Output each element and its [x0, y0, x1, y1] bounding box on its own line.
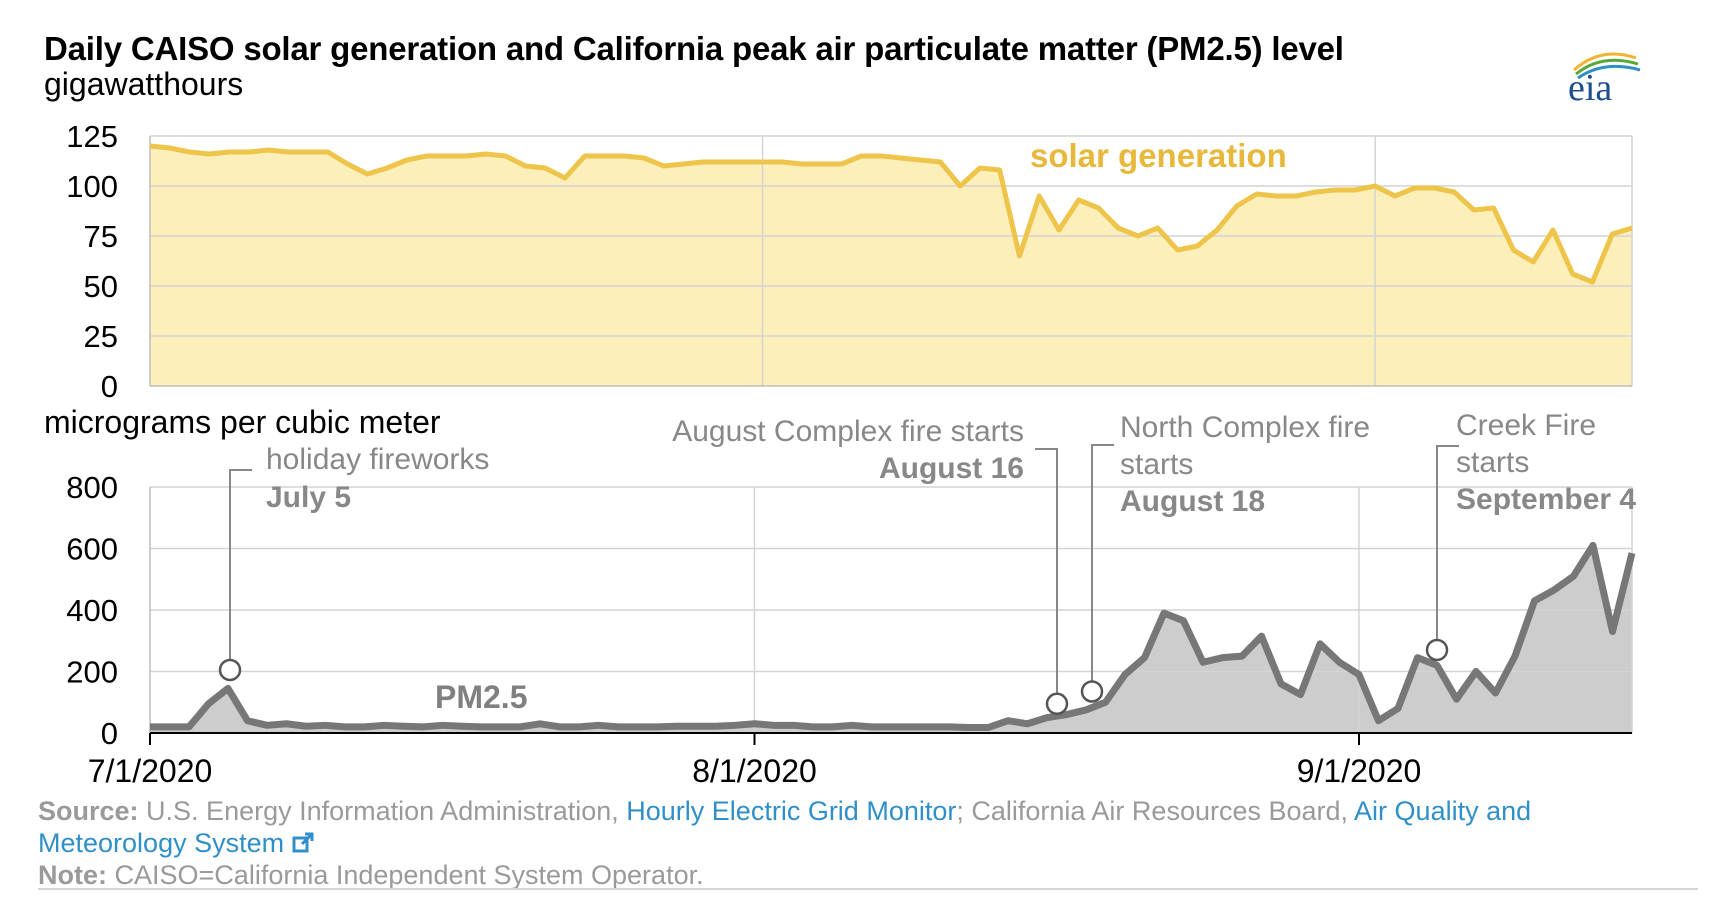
annotation-north-complex-label-0: North Complex fire: [1120, 411, 1370, 444]
note-text: CAISO=California Independent System Oper…: [114, 860, 704, 890]
source-line-2: Meteorology System: [38, 828, 314, 859]
pm25-y-tick-0: 0: [101, 716, 118, 751]
x-tick-label-1: 8/1/2020: [692, 753, 817, 789]
solar-y-tick-125: 125: [66, 119, 118, 154]
pm25-y-tick-600: 600: [66, 532, 118, 567]
annotation-north-complex-leader: [1091, 444, 1114, 682]
note-label: Note:: [38, 860, 107, 890]
annotation-august-complex-leader: [1035, 448, 1058, 694]
pm25-y-tick-200: 200: [66, 655, 118, 690]
annotation-north-complex-label-1: starts: [1120, 448, 1193, 481]
annotation-north-complex-date: August 18: [1120, 485, 1265, 518]
solar-y-tick-50: 50: [84, 269, 118, 304]
eia-logo: eia: [1568, 52, 1641, 108]
top-y-axis-unit: gigawatthours: [44, 66, 244, 102]
annotation-august-complex-date: August 16: [879, 452, 1024, 485]
air-quality-link-part2[interactable]: Meteorology System: [38, 828, 285, 858]
annotation-creek-fire-label-0: Creek Fire: [1456, 409, 1596, 442]
source-text: U.S. Energy Information Administration,: [146, 796, 619, 826]
hourly-electric-grid-monitor-link[interactable]: Hourly Electric Grid Monitor: [626, 796, 957, 826]
pm25-line: [150, 541, 1636, 731]
footer-divider: [38, 888, 1698, 890]
solar-y-tick-0: 0: [101, 369, 118, 404]
pm25-series-label: PM2.5: [435, 679, 527, 715]
eia-logo-text: eia: [1568, 67, 1612, 108]
pm25-area: [150, 545, 1632, 733]
solar-panel: 0 25 50 75 100 125 solar generation: [66, 119, 1633, 404]
annotation-august-complex-marker: [1045, 692, 1069, 716]
annotation-creek-fire-label-1: starts: [1456, 446, 1529, 479]
annotation-fireworks-label-0: holiday fireworks: [266, 443, 489, 476]
source-line: Source: U.S. Energy Information Administ…: [38, 796, 1531, 827]
source-label: Source:: [38, 796, 139, 826]
annotation-creek-fire-date: September 4: [1456, 483, 1636, 516]
source-mid-text: ; California Air Resources Board,: [956, 796, 1349, 826]
annotation-north-complex-marker: [1080, 680, 1104, 703]
solar-y-tick-100: 100: [66, 169, 118, 204]
air-quality-link-part1[interactable]: Air Quality and: [1354, 796, 1532, 826]
x-tick-label-2: 9/1/2020: [1297, 753, 1422, 789]
solar-line: [149, 143, 1633, 285]
solar-area: [150, 146, 1632, 386]
solar-series-label: solar generation: [1030, 137, 1287, 174]
bottom-y-axis-unit: micrograms per cubic meter: [44, 404, 441, 440]
annotation-creek-fire-marker: [1425, 638, 1449, 662]
annotation-creek-fire-leader: [1436, 445, 1459, 640]
external-link-icon[interactable]: [292, 832, 314, 854]
annotation-fireworks-date: July 5: [266, 481, 351, 514]
solar-y-tick-75: 75: [84, 219, 118, 254]
pm25-y-tick-800: 800: [66, 470, 118, 505]
x-tick-label-0: 7/1/2020: [88, 753, 213, 789]
solar-y-tick-25: 25: [84, 319, 118, 354]
annotation-fireworks-marker: [218, 658, 242, 682]
annotation-august-complex-label-0: August Complex fire starts: [672, 415, 1024, 448]
pm25-panel: 0 200 400 600 800 7/1/2020 8/1/2020 9/1/2020 PM2…: [66, 409, 1636, 789]
annotation-fireworks-leader: [229, 469, 252, 660]
chart-title: Daily CAISO solar generation and Califor…: [44, 30, 1344, 67]
note-line: Note: CAISO=California Independent Syste…: [38, 860, 704, 891]
pm25-y-tick-400: 400: [66, 593, 118, 628]
